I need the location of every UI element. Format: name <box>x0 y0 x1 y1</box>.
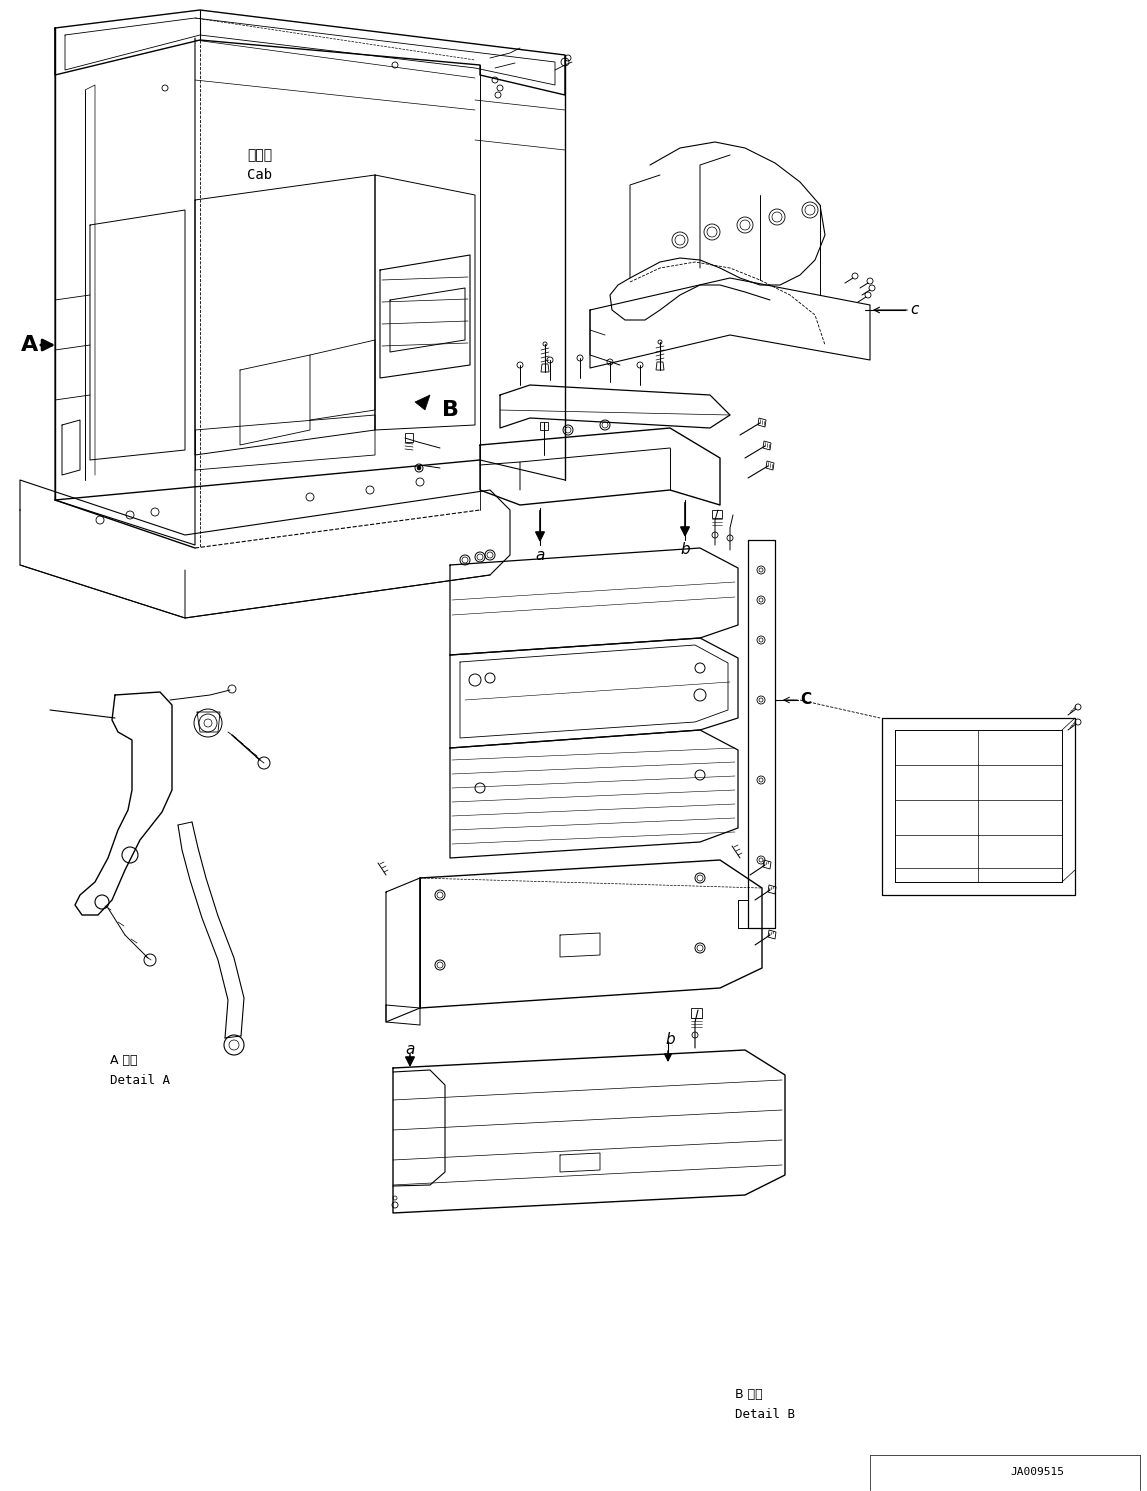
Text: C: C <box>799 692 811 708</box>
Text: JA009515: JA009515 <box>1011 1467 1064 1478</box>
Polygon shape <box>415 395 430 410</box>
Text: c: c <box>910 303 919 318</box>
Text: b: b <box>680 543 689 558</box>
Text: A: A <box>22 335 39 355</box>
Text: b: b <box>665 1032 674 1048</box>
Text: Cab: Cab <box>248 168 273 182</box>
Text: B: B <box>442 400 459 420</box>
Text: Detail A: Detail A <box>110 1074 170 1087</box>
Text: B 詳細: B 詳細 <box>735 1388 763 1402</box>
Text: A 詳細: A 詳細 <box>110 1054 138 1066</box>
Text: a: a <box>405 1042 415 1057</box>
Text: キャブ: キャブ <box>248 148 273 163</box>
Text: Detail B: Detail B <box>735 1409 795 1421</box>
Text: a: a <box>536 547 545 562</box>
Circle shape <box>418 467 421 470</box>
